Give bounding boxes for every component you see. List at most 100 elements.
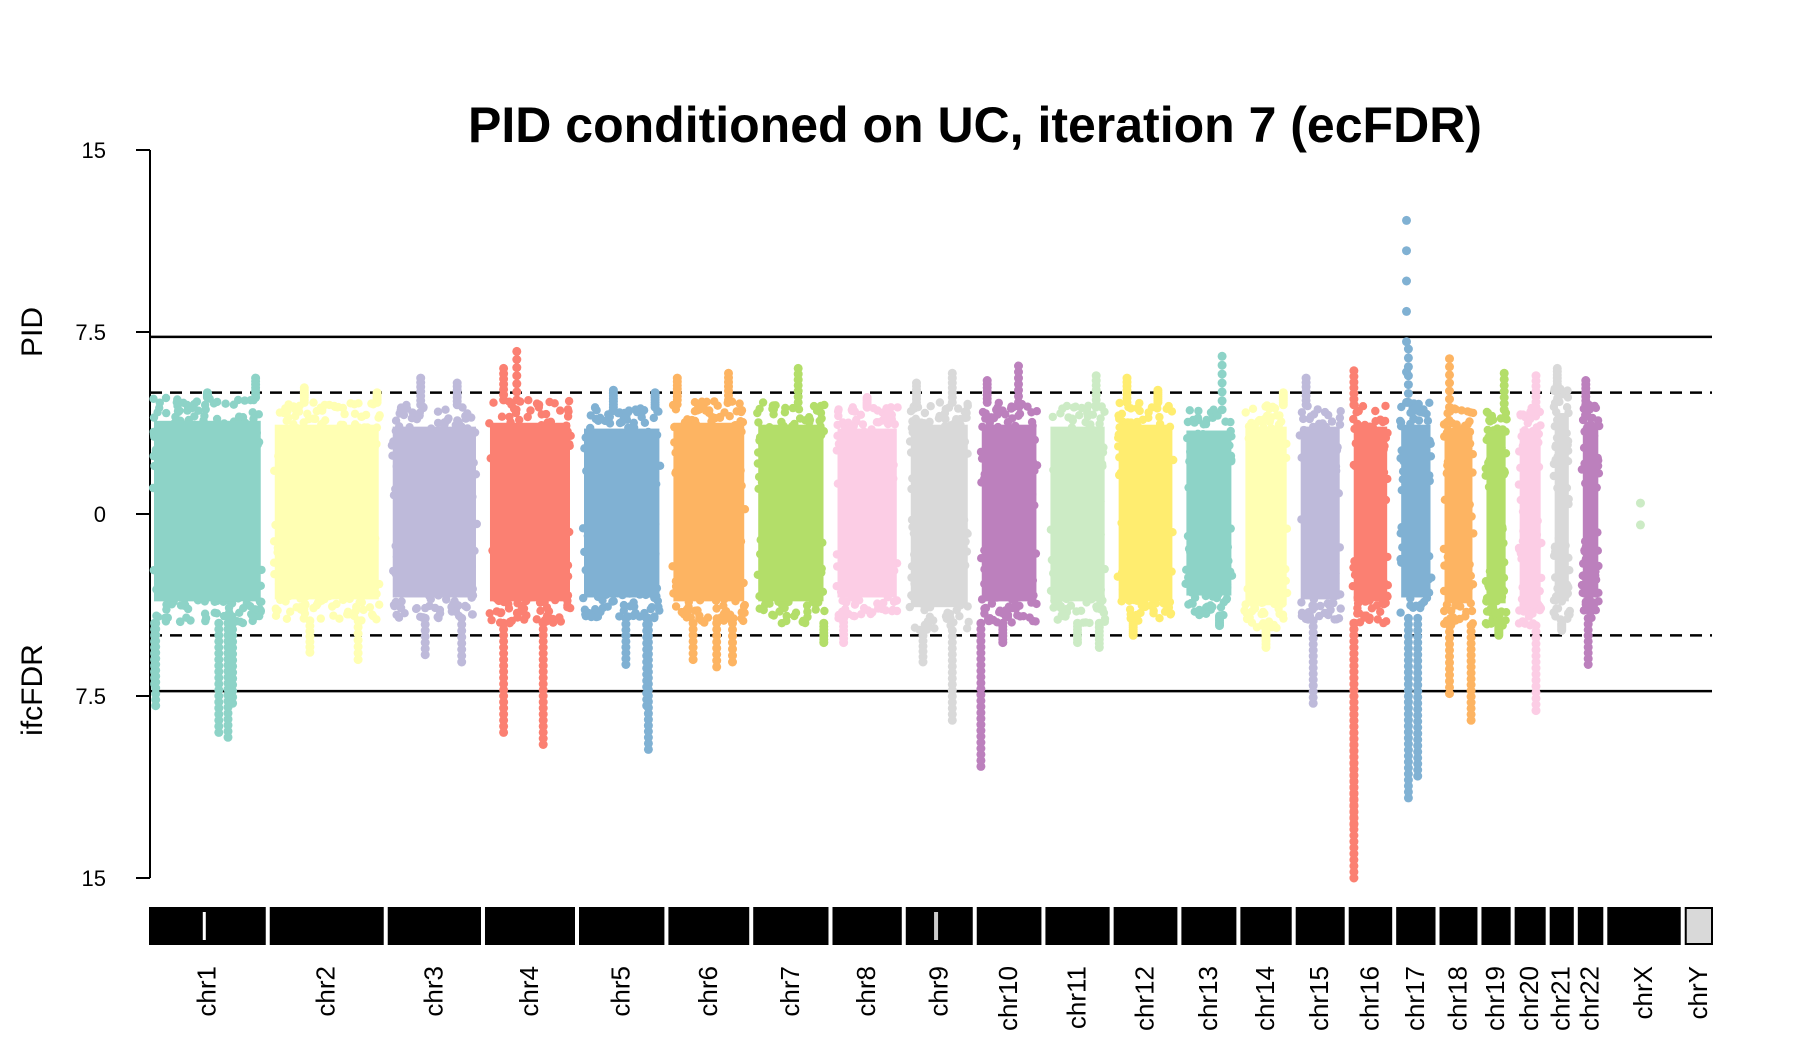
- data-point: [1635, 520, 1645, 530]
- data-point: [1278, 388, 1288, 398]
- data-point: [1324, 410, 1333, 420]
- data-point: [1077, 403, 1086, 413]
- data-point: [878, 416, 887, 425]
- data-point: [1502, 608, 1511, 617]
- series-chr6: [668, 368, 750, 672]
- data-point: [489, 398, 498, 407]
- data-point: [374, 413, 383, 422]
- series-chr19: [1481, 368, 1511, 640]
- x-axis-labels: chr1 chr2 chr3 chr4 chr5 chr6 chr7 chr8 chr9 chr1…: [191, 966, 1712, 1031]
- data-point: [1462, 607, 1471, 617]
- data-point: [202, 388, 212, 398]
- data-point: [1190, 593, 1200, 602]
- data-point: [372, 615, 381, 624]
- series-chr9: [905, 368, 973, 725]
- data-point: [614, 409, 623, 418]
- data-point: [590, 403, 600, 412]
- y-tick-label: 15: [82, 138, 106, 163]
- data-point: [954, 404, 963, 413]
- data-point: [1445, 682, 1454, 692]
- data-point: [248, 408, 257, 417]
- data-point: [805, 418, 814, 427]
- data-point: [998, 638, 1008, 648]
- data-point: [284, 400, 293, 409]
- data-point: [183, 604, 193, 614]
- x-tick-label-chr22: chr22: [1575, 966, 1605, 1031]
- data-band: [673, 422, 745, 602]
- data-point: [524, 396, 533, 405]
- data-point: [728, 638, 737, 648]
- data-point: [723, 610, 732, 619]
- data-point: [1135, 406, 1144, 416]
- data-point: [353, 622, 363, 632]
- data-point: [1208, 602, 1217, 612]
- data-point: [1257, 609, 1266, 619]
- data-point: [780, 408, 790, 417]
- data-point: [512, 405, 521, 414]
- data-point: [754, 418, 763, 427]
- data-point: [1482, 407, 1492, 417]
- data-point: [343, 610, 352, 619]
- data-point: [758, 398, 768, 407]
- data-point: [1445, 354, 1454, 364]
- data-point: [1094, 643, 1104, 652]
- data-point: [457, 638, 467, 648]
- data-point: [961, 407, 971, 416]
- data-point: [1531, 371, 1541, 381]
- data-point: [548, 618, 558, 627]
- data-point: [1049, 603, 1058, 612]
- data-point: [1553, 394, 1562, 403]
- data-point: [350, 409, 360, 418]
- data-point: [850, 407, 859, 416]
- data-point: [1115, 398, 1124, 408]
- data-point: [1092, 602, 1101, 611]
- data-point: [1635, 498, 1645, 508]
- ideogram-chrY: [1684, 907, 1714, 945]
- data-point: [728, 625, 737, 635]
- data-point: [1309, 410, 1319, 419]
- x-tick-label-chr7: chr7: [775, 966, 805, 1017]
- data-point: [1128, 630, 1138, 640]
- data-point: [947, 715, 957, 725]
- x-tick-label-chr9: chr9: [923, 966, 953, 1017]
- data-point: [863, 606, 873, 615]
- data-point: [223, 732, 233, 742]
- data-point: [1445, 676, 1454, 686]
- data-point: [457, 657, 467, 667]
- data-point: [1332, 615, 1341, 624]
- data-point: [910, 623, 920, 632]
- data-point: [325, 400, 334, 410]
- data-point: [219, 611, 229, 621]
- ideogram-chr15: [1295, 907, 1345, 945]
- data-point: [526, 406, 535, 415]
- data-point: [1299, 414, 1308, 424]
- data-point: [420, 650, 430, 660]
- data-point: [1403, 344, 1413, 354]
- data-point: [755, 604, 764, 613]
- data-point: [308, 414, 318, 423]
- data-point: [728, 651, 737, 661]
- data-point: [1244, 609, 1254, 619]
- data-point: [1003, 612, 1012, 622]
- data-point: [647, 603, 657, 612]
- data-point: [696, 403, 706, 413]
- data-point: [1277, 417, 1286, 426]
- data-point: [229, 400, 238, 409]
- data-point: [1335, 413, 1345, 422]
- data-point: [628, 611, 638, 621]
- data-point: [1160, 599, 1170, 609]
- data-point: [1248, 404, 1258, 413]
- data-band: [1186, 430, 1232, 596]
- data-point: [1167, 407, 1177, 416]
- data-point: [816, 401, 826, 411]
- series-chr8: [832, 393, 902, 648]
- data-point: [719, 616, 728, 625]
- ideogram-chr19: [1481, 907, 1511, 945]
- data-point: [892, 596, 902, 605]
- data-point: [457, 626, 467, 636]
- data-point: [457, 651, 467, 661]
- data-point: [1551, 612, 1560, 621]
- data-point: [1403, 353, 1413, 363]
- data-point: [149, 394, 158, 403]
- data-point: [1445, 394, 1454, 404]
